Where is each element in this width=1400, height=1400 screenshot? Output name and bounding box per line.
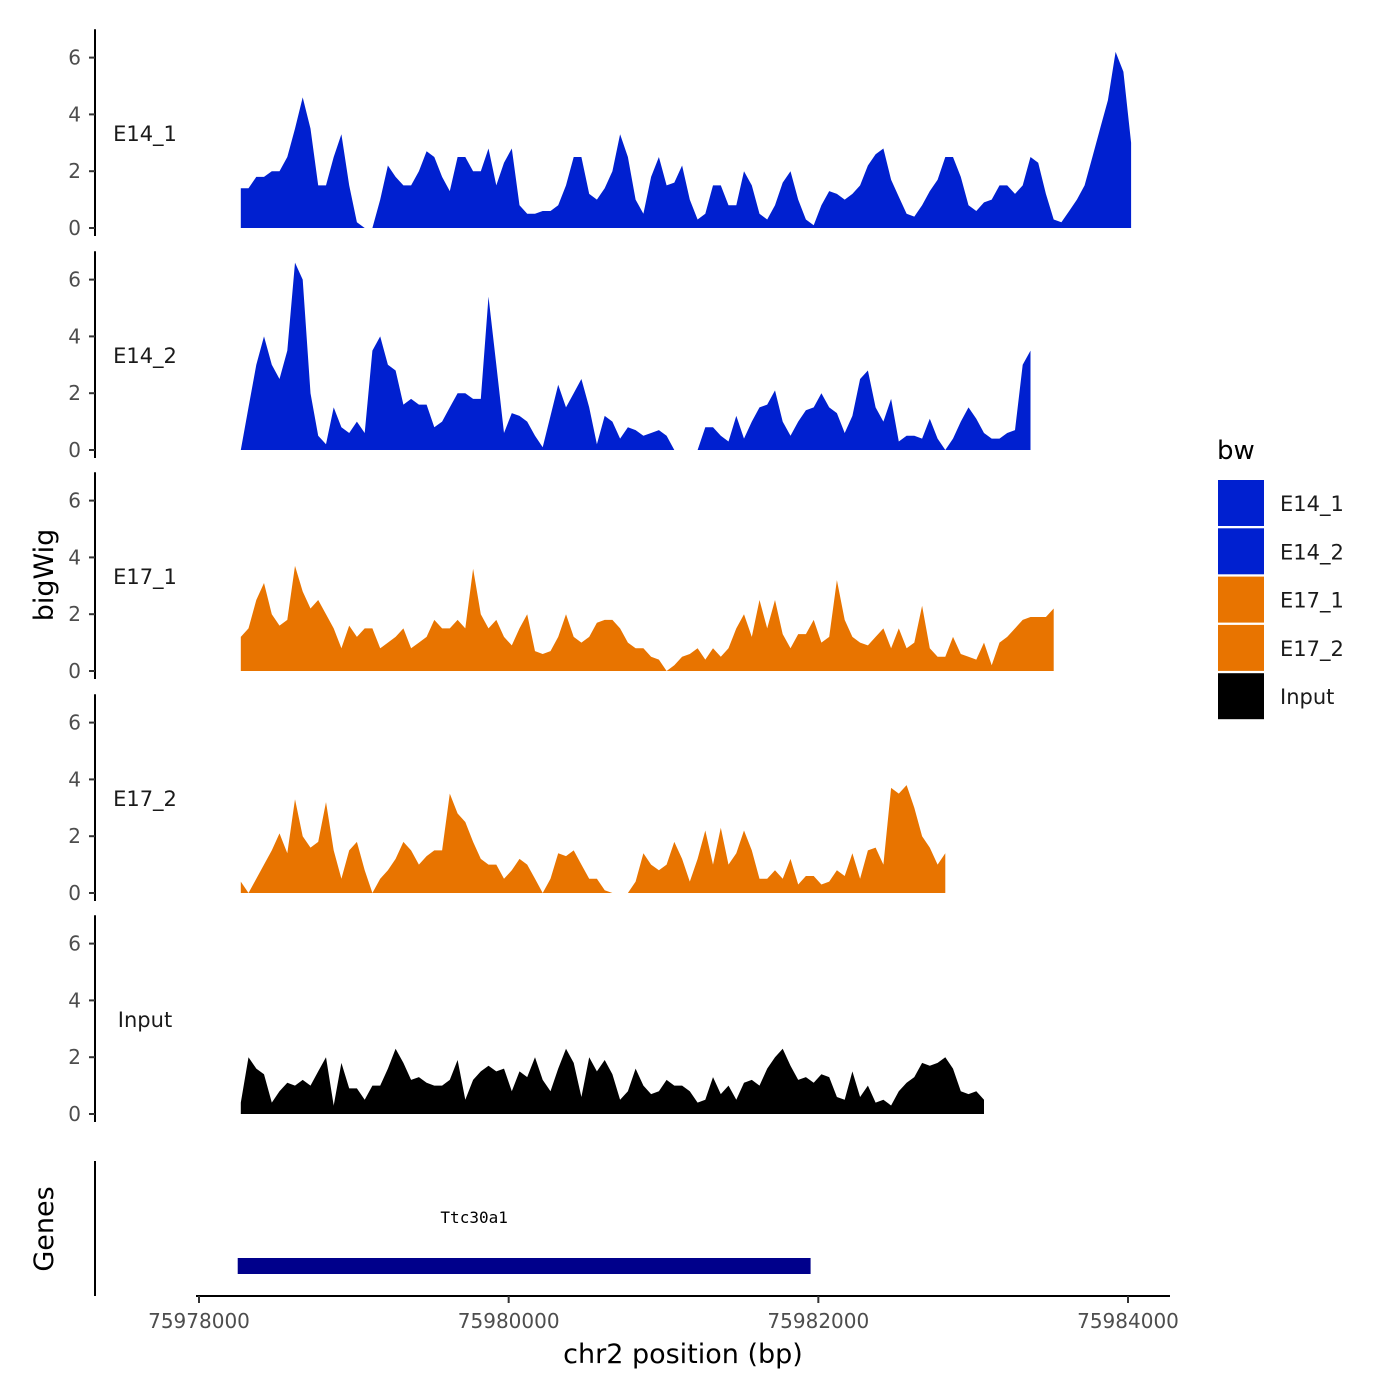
- y-tick-label: 6: [68, 711, 81, 735]
- y-tick-label: 0: [68, 438, 81, 462]
- signal-area-E14_2: [240, 262, 1031, 450]
- track-label-E14_1: E14_1: [113, 122, 177, 147]
- x-axis-title: chr2 position (bp): [563, 1339, 803, 1370]
- y-tick-label: 0: [68, 881, 81, 905]
- y-tick-label: 0: [68, 1102, 81, 1126]
- genes-track-label: Genes: [29, 1186, 60, 1271]
- signal-area-E14_1: [240, 51, 1132, 229]
- x-ticks: 75978000 75980000 75982000 75984000: [148, 1296, 1179, 1333]
- y-tick-label: 6: [68, 268, 81, 292]
- legend-label-E14_1: E14_1: [1280, 492, 1344, 517]
- signal-area-Input: [240, 1048, 985, 1114]
- y-tick-label: 0: [68, 216, 81, 240]
- y-tick-label: 2: [68, 381, 81, 405]
- track-label-E17_2: E17_2: [113, 787, 177, 812]
- y-tick-label: 6: [68, 489, 81, 513]
- legend-label-E14_2: E14_2: [1280, 540, 1344, 565]
- x-tick-label: 75982000: [767, 1309, 869, 1333]
- legend-title: bw: [1217, 436, 1255, 466]
- track-label-E14_2: E14_2: [113, 344, 177, 369]
- y-tick-label: 4: [68, 102, 81, 126]
- x-axis: 75978000 75980000 75982000 75984000 chr2 po…: [148, 1295, 1179, 1370]
- legend-swatch-E17_2: [1218, 624, 1264, 671]
- track-Input: 0 2 4 6 Input: [68, 915, 985, 1126]
- legend-label-Input: Input: [1280, 685, 1334, 709]
- tracks-group: 0 2 4 6 E14_1 0 2 4 6 E14_2 0 2 4 6 E17_1 0 2 4 6 E17_2 0 2 4 6…: [68, 29, 1132, 1126]
- legend-items: E14_1 E14_2 E17_1 E17_2 Input: [1218, 480, 1344, 720]
- gene-label-Ttc30a1: Ttc30a1: [440, 1208, 507, 1227]
- x-tick-label: 75980000: [458, 1309, 560, 1333]
- signal-area-E17_1: [240, 565, 1054, 671]
- y-axis-title: bigWig: [29, 529, 60, 622]
- signal-area-E17_2: [240, 785, 946, 893]
- legend-swatch-E17_1: [1218, 576, 1264, 623]
- x-tick-label: 75984000: [1077, 1309, 1179, 1333]
- y-tick-label: 6: [68, 46, 81, 70]
- track-label-Input: Input: [118, 1008, 172, 1032]
- legend: bw E14_1 E14_2 E17_1 E17_2 Input: [1217, 436, 1344, 720]
- genes-items: Ttc30a1: [237, 1208, 811, 1274]
- y-tick-label: 6: [68, 932, 81, 956]
- y-tick-label: 4: [68, 545, 81, 569]
- y-tick-label: 0: [68, 659, 81, 683]
- y-tick-label: 4: [68, 767, 81, 791]
- legend-swatch-E14_2: [1218, 528, 1264, 575]
- genes-track: Genes Ttc30a1: [29, 1161, 811, 1296]
- y-tick-label: 2: [68, 159, 81, 183]
- legend-swatch-E14_1: [1218, 480, 1264, 526]
- y-tick-label: 2: [68, 602, 81, 626]
- y-tick-label: 2: [68, 824, 81, 848]
- y-tick-label: 4: [68, 324, 81, 348]
- legend-label-E17_1: E17_1: [1280, 589, 1344, 614]
- track-E17_2: 0 2 4 6 E17_2: [68, 694, 946, 905]
- legend-label-E17_2: E17_2: [1280, 637, 1344, 662]
- track-E14_2: 0 2 4 6 E14_2: [68, 251, 1031, 462]
- y-tick-label: 4: [68, 988, 81, 1012]
- track-label-E17_1: E17_1: [113, 565, 177, 590]
- track-E17_1: 0 2 4 6 E17_1: [68, 472, 1054, 683]
- y-tick-label: 2: [68, 1045, 81, 1069]
- x-tick-label: 75978000: [148, 1309, 250, 1333]
- gene-body-Ttc30a1: [237, 1258, 811, 1274]
- legend-swatch-Input: [1218, 673, 1264, 720]
- track-E14_1: 0 2 4 6 E14_1: [68, 29, 1132, 240]
